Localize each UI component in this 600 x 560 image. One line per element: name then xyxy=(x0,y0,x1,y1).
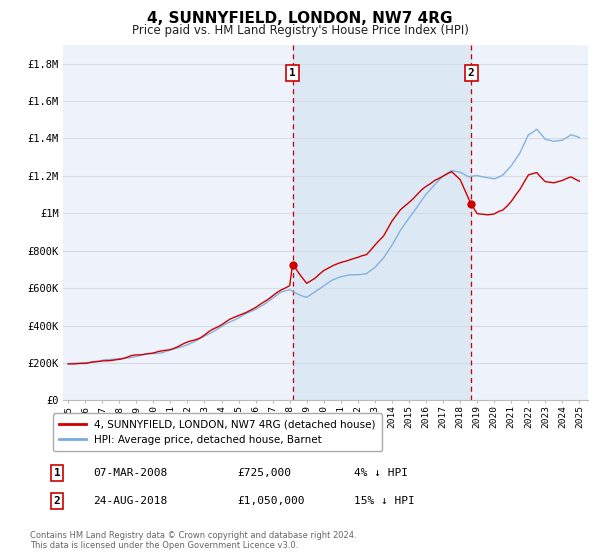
Text: 15% ↓ HPI: 15% ↓ HPI xyxy=(354,496,415,506)
Text: Price paid vs. HM Land Registry's House Price Index (HPI): Price paid vs. HM Land Registry's House … xyxy=(131,24,469,36)
Text: £725,000: £725,000 xyxy=(237,468,291,478)
Text: 2: 2 xyxy=(468,68,475,78)
Bar xyxy=(293,45,471,400)
Text: 1: 1 xyxy=(53,468,61,478)
Text: 2: 2 xyxy=(53,496,61,506)
Text: 07-MAR-2008: 07-MAR-2008 xyxy=(93,468,167,478)
Text: 24-AUG-2018: 24-AUG-2018 xyxy=(93,496,167,506)
Text: 1: 1 xyxy=(289,68,296,78)
Text: This data is licensed under the Open Government Licence v3.0.: This data is licensed under the Open Gov… xyxy=(30,541,298,550)
Text: £1,050,000: £1,050,000 xyxy=(237,496,305,506)
Text: Contains HM Land Registry data © Crown copyright and database right 2024.: Contains HM Land Registry data © Crown c… xyxy=(30,531,356,540)
Legend: 4, SUNNYFIELD, LONDON, NW7 4RG (detached house), HPI: Average price, detached ho: 4, SUNNYFIELD, LONDON, NW7 4RG (detached… xyxy=(53,413,382,451)
Text: 4, SUNNYFIELD, LONDON, NW7 4RG: 4, SUNNYFIELD, LONDON, NW7 4RG xyxy=(147,11,453,26)
Text: 4% ↓ HPI: 4% ↓ HPI xyxy=(354,468,408,478)
